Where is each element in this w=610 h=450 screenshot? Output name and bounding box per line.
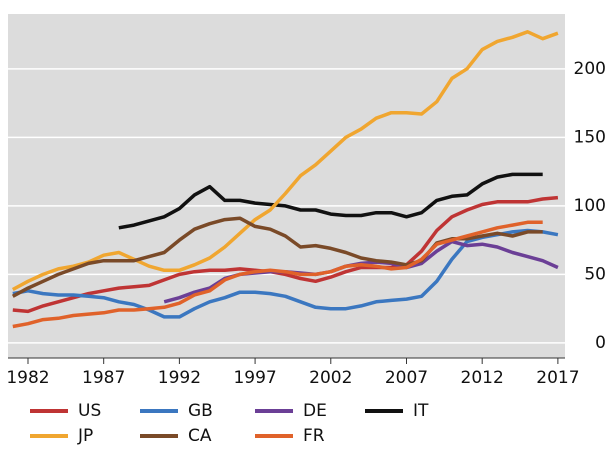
- legend-label: GB: [188, 401, 213, 421]
- series-line: [11, 30, 559, 292]
- x-tick-label: 1992: [158, 368, 201, 388]
- y-tick-label: 200: [574, 59, 606, 79]
- x-tick-label: 2007: [385, 368, 428, 388]
- series-line: [12, 220, 543, 329]
- x-tick-label: 2012: [461, 368, 504, 388]
- x-tick-label: 2017: [536, 368, 579, 388]
- y-tick-label: 0: [595, 333, 606, 353]
- y-tick-label: 150: [574, 127, 606, 147]
- legend-label: FR: [303, 426, 325, 446]
- x-tick-label: 1987: [82, 368, 125, 388]
- x-tick-label: 1982: [6, 368, 49, 388]
- x-tick-label: 2002: [309, 368, 352, 388]
- series-line: [12, 195, 559, 314]
- y-tick-label: 100: [574, 196, 606, 216]
- plot-area: [8, 14, 565, 358]
- legend-label: US: [78, 401, 101, 421]
- y-tick-label: 50: [584, 264, 606, 284]
- series-line: [12, 228, 559, 319]
- x-tick-label: 1997: [233, 368, 276, 388]
- legend-label: JP: [77, 426, 93, 446]
- legend-label: IT: [413, 401, 429, 421]
- series-line: [118, 172, 543, 230]
- legend-label: CA: [188, 426, 212, 446]
- legend-label: DE: [303, 401, 327, 421]
